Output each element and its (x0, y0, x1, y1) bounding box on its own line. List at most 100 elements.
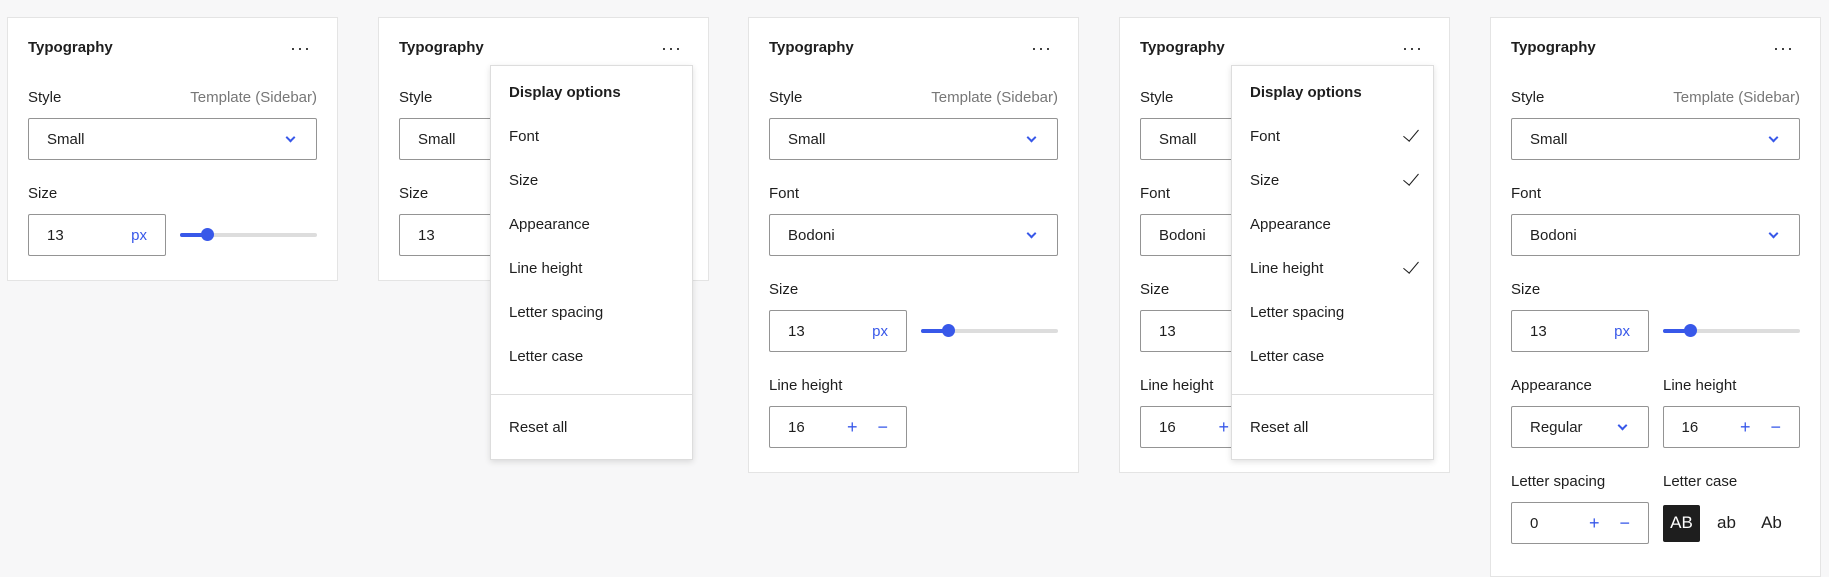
menu-item-size[interactable]: Size (509, 171, 539, 189)
uppercase-button[interactable]: AB (1663, 504, 1700, 542)
menu-item-letter-spacing[interactable]: Letter spacing (1250, 303, 1345, 321)
size-unit[interactable]: px (1614, 322, 1630, 340)
minus-icon[interactable]: − (1770, 416, 1781, 437)
style-select[interactable]: Small (769, 118, 1058, 160)
line-height-value: 16 (788, 418, 805, 436)
panel-title: Typography (1140, 39, 1225, 56)
appearance-select[interactable]: Regular (1511, 406, 1649, 448)
panel-title: Typography (769, 39, 854, 56)
display-options-menu: Display options Font Size Appearance Lin… (490, 65, 693, 460)
menu-item-font[interactable]: Font (509, 127, 540, 145)
typography-panel-1: Typography ··· Style Template (Sidebar) Sm… (7, 17, 338, 281)
letter-case-toggle: AB ab Ab (1663, 504, 1790, 542)
font-label: Font (769, 185, 800, 202)
style-label: Style (399, 89, 433, 106)
slider-thumb[interactable] (1684, 324, 1698, 337)
minus-icon[interactable]: − (1619, 512, 1630, 533)
slider-thumb[interactable] (942, 324, 956, 337)
style-value: Small (47, 130, 85, 148)
style-source: Template (Sidebar) (190, 89, 317, 106)
letter-case-label: Letter case (1663, 473, 1738, 490)
menu-item-letter-case[interactable]: Letter case (509, 347, 584, 365)
chevron-down-icon (1617, 420, 1627, 430)
size-value: 13 (788, 322, 805, 340)
letter-spacing-label: Letter spacing (1511, 473, 1606, 490)
font-select[interactable]: Bodoni (1511, 214, 1800, 256)
font-value: Bodoni (1530, 226, 1577, 244)
display-options-menu: Display options Font Size Appearance Lin… (1231, 65, 1434, 460)
style-label: Style (1140, 89, 1174, 106)
more-options-icon[interactable]: ··· (290, 38, 311, 58)
plus-icon[interactable]: + (1739, 416, 1751, 437)
font-value: Bodoni (788, 226, 835, 244)
menu-item-appearance[interactable]: Appearance (1250, 215, 1331, 233)
size-unit[interactable]: px (131, 226, 147, 244)
style-value: Small (1159, 130, 1197, 148)
style-value: Small (788, 130, 826, 148)
size-slider[interactable] (921, 324, 1058, 337)
menu-item-size[interactable]: Size (1232, 158, 1433, 202)
line-height-label: Line height (1140, 377, 1214, 394)
menu-item-reset-all[interactable]: Reset all (1250, 418, 1309, 436)
panel-title: Typography (399, 39, 484, 56)
checkmark-icon (1403, 125, 1419, 142)
line-height-label: Line height (1663, 377, 1737, 394)
appearance-label: Appearance (1511, 377, 1592, 394)
appearance-value: Regular (1530, 418, 1583, 436)
more-options-icon[interactable]: ··· (661, 38, 682, 58)
menu-item-line-height[interactable]: Line height (1232, 246, 1433, 290)
size-value: 13 (1530, 322, 1547, 340)
more-options-icon[interactable]: ··· (1402, 38, 1423, 58)
checkmark-icon (1403, 257, 1419, 274)
size-value: 13 (1159, 322, 1176, 340)
menu-item-font[interactable]: Font (1232, 114, 1433, 158)
minus-icon[interactable]: − (877, 416, 888, 437)
line-height-input[interactable]: 16 + − (1662, 406, 1800, 448)
size-label: Size (769, 281, 799, 298)
chevron-down-icon (1026, 132, 1037, 142)
size-input[interactable]: 13 px (1511, 310, 1649, 352)
panel-title: Typography (1511, 39, 1596, 56)
typography-panel-5: Typography ··· Style Template (Sidebar) Sm… (1490, 17, 1821, 577)
style-label: Style (1511, 89, 1545, 106)
style-source: Template (Sidebar) (931, 89, 1058, 106)
size-value: 13 (47, 226, 64, 244)
chevron-down-icon (1768, 132, 1779, 142)
checkmark-icon (1403, 169, 1419, 186)
menu-item-letter-spacing[interactable]: Letter spacing (509, 303, 604, 321)
size-label: Size (28, 185, 58, 202)
menu-item-line-height[interactable]: Line height (509, 259, 583, 277)
letter-spacing-input[interactable]: 0 + − (1511, 502, 1649, 544)
plus-icon[interactable]: + (1218, 416, 1229, 437)
typography-panel-3: Typography ··· Style Template (Sidebar) Sm… (748, 17, 1079, 473)
size-unit[interactable]: px (872, 322, 888, 340)
panel-title: Typography (28, 39, 113, 56)
style-select[interactable]: Small (1511, 118, 1800, 160)
font-label: Font (1511, 185, 1542, 202)
style-select[interactable]: Small (28, 118, 317, 160)
menu-item-reset-all[interactable]: Reset all (509, 418, 568, 436)
size-input[interactable]: 13 px (28, 214, 166, 256)
more-options-icon[interactable]: ··· (1031, 38, 1052, 58)
lowercase-button[interactable]: ab (1717, 513, 1736, 532)
letter-spacing-value: 0 (1530, 514, 1539, 532)
plus-icon[interactable]: + (846, 416, 858, 437)
size-slider[interactable] (1663, 324, 1800, 337)
line-height-value: 16 (1159, 418, 1176, 436)
size-slider[interactable] (180, 228, 317, 241)
slider-thumb[interactable] (201, 228, 215, 241)
size-value: 13 (418, 226, 435, 244)
style-label: Style (28, 89, 62, 106)
line-height-label: Line height (769, 377, 843, 394)
style-value: Small (418, 130, 456, 148)
more-options-icon[interactable]: ··· (1773, 38, 1794, 58)
capitalize-button[interactable]: Ab (1761, 513, 1782, 532)
font-select[interactable]: Bodoni (769, 214, 1058, 256)
style-value: Small (1530, 130, 1568, 148)
plus-icon[interactable]: + (1588, 512, 1600, 533)
size-input[interactable]: 13 px (769, 310, 907, 352)
line-height-input[interactable]: 16 + − (769, 406, 907, 448)
menu-item-letter-case[interactable]: Letter case (1250, 347, 1325, 365)
menu-item-appearance[interactable]: Appearance (509, 215, 590, 233)
line-height-value: 16 (1681, 418, 1699, 436)
